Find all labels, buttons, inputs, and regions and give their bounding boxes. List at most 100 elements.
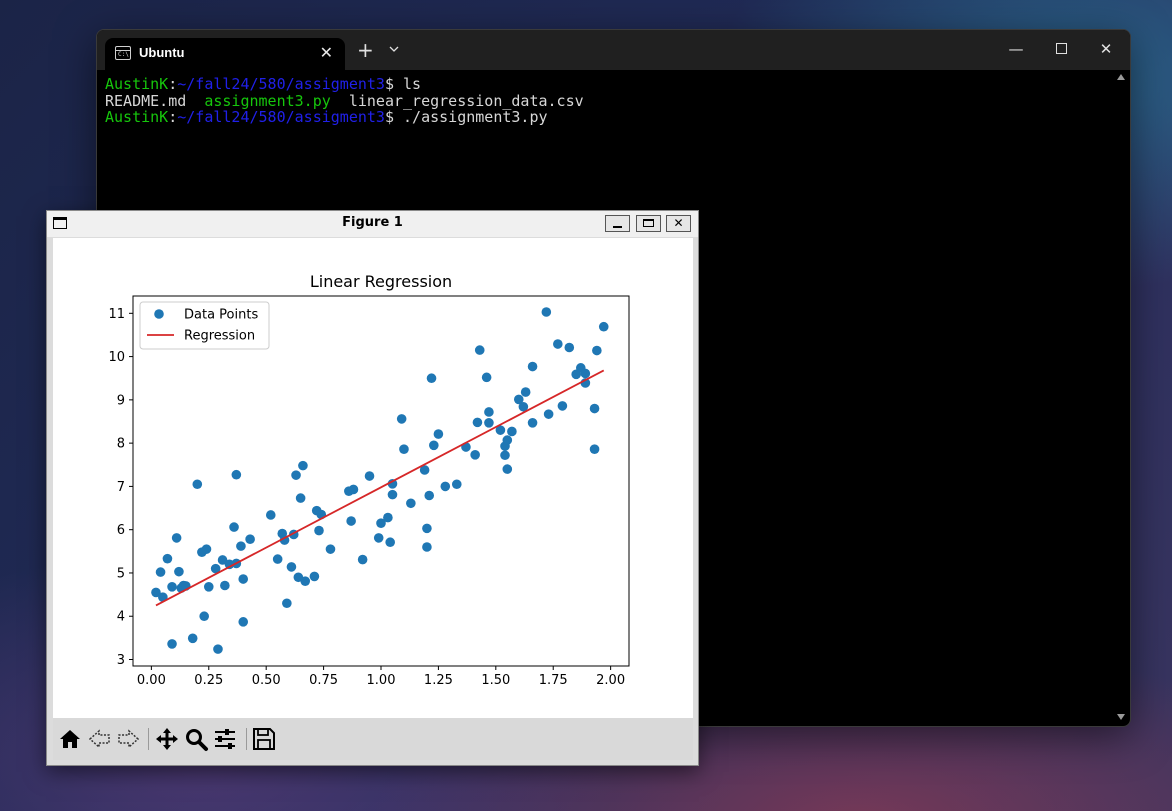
x-tick-label: 2.00 bbox=[596, 673, 625, 688]
data-point bbox=[422, 542, 432, 552]
y-tick-label: 6 bbox=[117, 523, 125, 538]
data-point bbox=[298, 460, 308, 471]
data-point bbox=[481, 372, 492, 383]
data-point bbox=[580, 368, 591, 379]
figure-titlebar[interactable]: Figure 1 ✕ bbox=[47, 211, 698, 237]
data-point bbox=[364, 471, 375, 481]
terminal-output[interactable]: AustinK:~/fall24/580/assigment3$ ls READM… bbox=[105, 76, 1110, 726]
data-point bbox=[162, 553, 173, 564]
data-point bbox=[383, 512, 393, 523]
minimize-button[interactable]: — bbox=[1008, 40, 1024, 58]
data-point bbox=[213, 644, 223, 654]
command-text: ./assignment3.py bbox=[403, 108, 548, 126]
zoom-icon[interactable] bbox=[183, 726, 209, 752]
data-point bbox=[470, 450, 480, 460]
data-point bbox=[199, 611, 209, 622]
data-point bbox=[541, 307, 552, 317]
terminal-titlebar[interactable]: C:\ Ubuntu ✕ + — ✕ bbox=[97, 30, 1130, 70]
data-point bbox=[472, 417, 483, 428]
data-point bbox=[502, 464, 513, 474]
chevron-down-icon[interactable] bbox=[389, 43, 399, 56]
data-point bbox=[507, 426, 517, 437]
legend-box bbox=[139, 301, 270, 350]
data-point bbox=[543, 409, 554, 419]
home-icon[interactable] bbox=[57, 726, 83, 752]
file-entry: README.md bbox=[105, 91, 187, 110]
tab-ubuntu[interactable]: C:\ Ubuntu ✕ bbox=[105, 38, 345, 70]
legend-label-regression: Regression bbox=[184, 329, 255, 344]
prompt-path: ~/fall24/580/assigment3 bbox=[177, 75, 385, 93]
toolbar-separator bbox=[148, 728, 149, 750]
data-point bbox=[422, 523, 432, 534]
data-point bbox=[518, 401, 529, 412]
data-point bbox=[527, 417, 538, 428]
scroll-up-icon[interactable] bbox=[1117, 74, 1125, 80]
back-icon[interactable] bbox=[87, 726, 113, 752]
data-point bbox=[346, 516, 356, 526]
chart: Linear Regression 0.00 0.25 0.50 0.75 1.00 1.… bbox=[108, 272, 630, 688]
data-point bbox=[502, 435, 513, 445]
data-point bbox=[151, 587, 161, 598]
x-tick-label: 1.50 bbox=[481, 673, 510, 688]
data-point bbox=[527, 361, 538, 372]
figure-canvas[interactable]: Linear Regression 0.00 0.25 0.50 0.75 1.00 1.… bbox=[53, 238, 693, 718]
figure-minimize-button[interactable] bbox=[605, 215, 630, 232]
data-point bbox=[495, 425, 506, 435]
y-tick-label: 10 bbox=[108, 350, 125, 365]
pan-icon[interactable] bbox=[154, 726, 180, 752]
data-point bbox=[433, 429, 444, 439]
data-point bbox=[231, 469, 242, 480]
terminal-line: AustinK:~/fall24/580/assigment3$ ls bbox=[105, 76, 1110, 93]
data-point bbox=[426, 373, 437, 384]
tab-close-icon[interactable]: ✕ bbox=[319, 43, 333, 62]
scroll-down-icon[interactable] bbox=[1117, 714, 1125, 720]
figure-close-button[interactable]: ✕ bbox=[666, 215, 691, 232]
prompt-user: AustinK bbox=[105, 75, 169, 93]
toolbar-separator bbox=[246, 728, 247, 750]
data-point bbox=[309, 571, 320, 582]
data-point bbox=[557, 401, 568, 411]
y-tick-label: 8 bbox=[117, 437, 125, 452]
data-point bbox=[272, 554, 283, 564]
data-point bbox=[245, 534, 255, 545]
maximize-button[interactable] bbox=[1046, 39, 1076, 59]
save-icon[interactable] bbox=[251, 726, 277, 752]
plot-frame bbox=[132, 295, 630, 667]
data-point bbox=[291, 470, 301, 480]
legend-marker-data-points bbox=[154, 309, 164, 319]
figure-toolbar bbox=[53, 718, 693, 760]
data-point bbox=[171, 533, 182, 543]
configure-subplots-icon[interactable] bbox=[212, 726, 238, 752]
data-point bbox=[282, 598, 292, 609]
x-tick-label: 1.00 bbox=[367, 673, 396, 688]
data-point bbox=[238, 617, 249, 627]
figure-maximize-button[interactable] bbox=[636, 215, 661, 232]
new-tab-button[interactable]: + bbox=[357, 38, 374, 62]
data-point bbox=[429, 440, 439, 451]
file-entry: linear_regression_data.csv bbox=[348, 91, 584, 110]
y-tick-label: 9 bbox=[117, 393, 125, 408]
data-point bbox=[286, 562, 297, 572]
data-point bbox=[348, 484, 359, 495]
data-point bbox=[187, 633, 198, 644]
data-point bbox=[513, 394, 524, 405]
command-text: ls bbox=[403, 75, 422, 93]
data-point bbox=[203, 582, 214, 592]
data-point bbox=[325, 544, 336, 554]
terminal-line: AustinK:~/fall24/580/assigment3$ ./assig… bbox=[105, 109, 1110, 126]
regression-line bbox=[155, 369, 605, 607]
figure-window[interactable]: Figure 1 ✕ Linear Regression 0.00 0.25 0.5… bbox=[46, 210, 699, 766]
data-point bbox=[520, 387, 531, 397]
prompt-path: ~/fall24/580/assigment3 bbox=[177, 108, 385, 126]
terminal-icon: C:\ bbox=[115, 46, 131, 60]
data-point bbox=[295, 493, 306, 503]
x-tick-label: 0.00 bbox=[137, 673, 166, 688]
forward-icon[interactable] bbox=[115, 726, 141, 752]
data-point bbox=[589, 403, 600, 414]
data-point bbox=[373, 533, 384, 543]
data-point bbox=[314, 525, 324, 536]
data-point bbox=[265, 510, 276, 520]
close-button[interactable]: ✕ bbox=[1099, 40, 1113, 58]
data-point bbox=[564, 342, 575, 353]
data-point bbox=[210, 563, 221, 574]
